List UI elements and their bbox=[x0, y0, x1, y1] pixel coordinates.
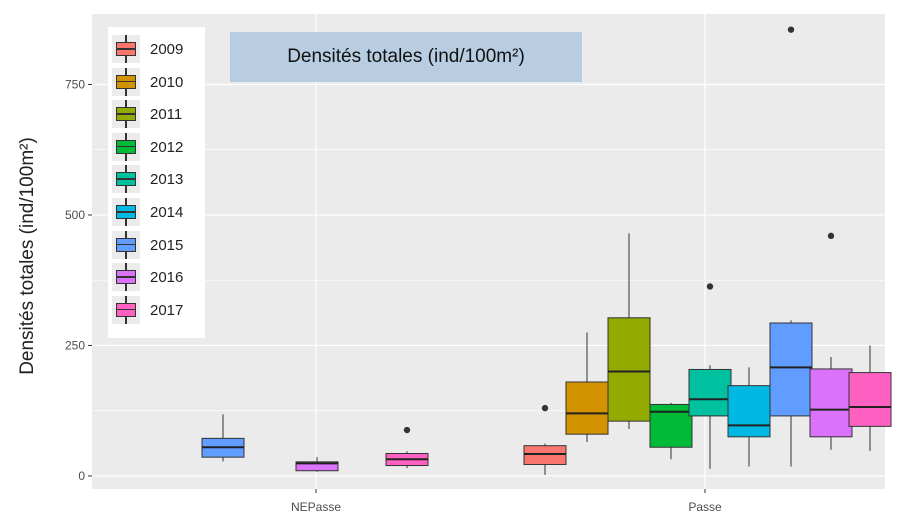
y-axis-title-wrap: Densités totales (ind/100m²) bbox=[17, 137, 38, 375]
legend-key bbox=[112, 165, 140, 194]
legend-key bbox=[112, 198, 140, 226]
legend-median bbox=[116, 80, 136, 83]
legend-key bbox=[112, 132, 140, 161]
legend-item: 2016 bbox=[108, 261, 205, 293]
legend-item: 2009 bbox=[108, 33, 205, 65]
legend-label: 2015 bbox=[150, 236, 184, 254]
legend-item: 2010 bbox=[108, 66, 205, 98]
legend-label: 2011 bbox=[150, 106, 183, 124]
legend-median bbox=[116, 243, 136, 246]
legend-label: 2017 bbox=[150, 301, 184, 319]
legend-key bbox=[112, 263, 140, 292]
legend-median bbox=[116, 48, 136, 50]
box-2009-Passe bbox=[523, 445, 567, 465]
box-2016-Passe bbox=[809, 368, 853, 438]
legend-item: 2015 bbox=[108, 229, 205, 261]
box-2011-Passe bbox=[607, 317, 651, 422]
legend-item: 2013 bbox=[108, 163, 205, 195]
x-tick-label: NEPasse bbox=[291, 500, 341, 514]
legend-key bbox=[112, 295, 140, 324]
outlier-point bbox=[827, 232, 835, 240]
outlier-point bbox=[787, 26, 795, 33]
box-2013-Passe bbox=[688, 368, 732, 417]
outlier-point bbox=[541, 404, 549, 412]
legend-label: 2014 bbox=[150, 204, 184, 221]
box-2017-Passe bbox=[848, 372, 892, 427]
x-tick-label: Passe bbox=[688, 500, 722, 514]
legend-item: 2011 bbox=[108, 98, 205, 130]
legend-label: 2012 bbox=[150, 138, 184, 156]
outlier-point bbox=[403, 426, 411, 434]
box-2016-NEPasse bbox=[295, 461, 339, 472]
y-tick-label: 500 bbox=[65, 208, 85, 222]
legend-label: 2013 bbox=[150, 171, 184, 189]
y-axis-title: Densités totales (ind/100m²) bbox=[17, 137, 38, 375]
legend-key bbox=[112, 35, 140, 63]
legend-median bbox=[116, 211, 136, 213]
legend-label: 2009 bbox=[150, 41, 184, 58]
box-2010-Passe bbox=[565, 381, 609, 435]
legend-item: 2017 bbox=[108, 294, 205, 326]
legend-median bbox=[116, 276, 136, 278]
y-tick-label: 750 bbox=[65, 77, 85, 91]
legend-median bbox=[116, 178, 136, 180]
legend-item: 2014 bbox=[108, 196, 205, 228]
legend-label: 2016 bbox=[150, 269, 184, 287]
outlier-point bbox=[706, 283, 714, 290]
chart-title: Densités totales (ind/100m²) bbox=[287, 46, 525, 67]
legend-median bbox=[116, 145, 136, 148]
y-tick-label: 250 bbox=[65, 338, 85, 352]
legend-median bbox=[116, 113, 136, 115]
chart-title-box: Densités totales (ind/100m²) bbox=[230, 32, 582, 82]
legend-key bbox=[112, 230, 140, 259]
legend-item: 2012 bbox=[108, 131, 205, 163]
box-2015-Passe bbox=[769, 322, 813, 417]
y-tick-label: 0 bbox=[78, 469, 85, 483]
legend-median bbox=[116, 308, 136, 311]
legend-key bbox=[112, 67, 140, 96]
legend-key bbox=[112, 100, 140, 129]
box-2014-Passe bbox=[727, 385, 771, 438]
legend-label: 2010 bbox=[150, 73, 184, 91]
legend: 2009 2010 2011 2012 2013 2014 2015 2016 2017 bbox=[108, 27, 205, 338]
